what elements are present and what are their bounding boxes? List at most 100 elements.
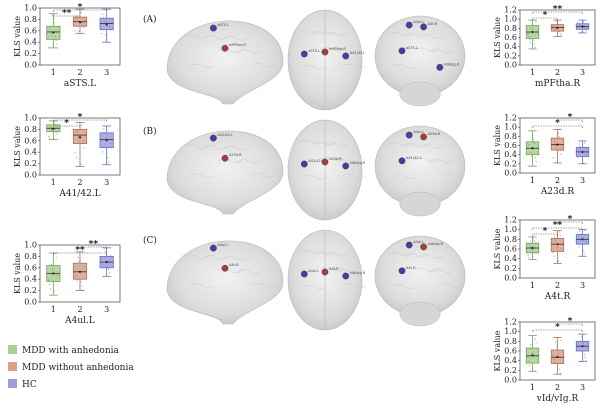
plot-title: mPFtha.R bbox=[535, 79, 580, 89]
roi-marker bbox=[398, 157, 406, 165]
brain-sagittal-view: A4ul.L A4t.R bbox=[166, 240, 284, 325]
bracket-line bbox=[532, 329, 583, 332]
roi-marker bbox=[210, 24, 217, 32]
roi-node: A4ul.L bbox=[405, 130, 424, 139]
brain-gyrus bbox=[388, 251, 413, 257]
roi-label: aSTS.L bbox=[308, 49, 320, 53]
sample-point bbox=[106, 37, 108, 40]
roi-node: vId/vIg.R bbox=[342, 161, 366, 170]
roi-marker bbox=[342, 272, 350, 280]
box-2 bbox=[550, 337, 565, 375]
bracket-line bbox=[53, 252, 107, 255]
bracket-line bbox=[557, 119, 583, 122]
roi-node: aSTS.L bbox=[300, 49, 320, 58]
sample-point bbox=[585, 240, 587, 242]
sample-point bbox=[529, 243, 531, 245]
sample-point bbox=[47, 47, 50, 49]
sample-point bbox=[577, 243, 579, 245]
box-3 bbox=[575, 140, 590, 165]
roi-node: A4t.R bbox=[321, 267, 339, 276]
y-tick-label: 1.2 bbox=[504, 216, 517, 225]
x-tick-label: 3 bbox=[580, 176, 585, 185]
sample-point bbox=[552, 252, 554, 254]
mean-marker bbox=[581, 345, 584, 348]
brain-gyrus bbox=[311, 250, 336, 256]
brain-gyrus bbox=[388, 141, 413, 147]
brain-gyrus bbox=[251, 172, 276, 178]
box-1 bbox=[46, 13, 61, 49]
sample-point bbox=[579, 145, 581, 148]
sample-point bbox=[109, 254, 112, 257]
sample-point bbox=[535, 160, 537, 163]
box-2 bbox=[550, 230, 565, 264]
roi-marker bbox=[420, 23, 427, 31]
roi-marker bbox=[398, 267, 406, 275]
sample-point bbox=[529, 364, 531, 367]
box-3 bbox=[575, 19, 590, 34]
sample-point bbox=[56, 43, 58, 45]
roi-label: mPFtha.R bbox=[329, 47, 346, 51]
brain-gyrus bbox=[217, 268, 243, 274]
x-tick-label: 1 bbox=[530, 383, 535, 392]
sample-point bbox=[585, 359, 587, 361]
mean-marker bbox=[78, 21, 82, 24]
sample-point bbox=[108, 25, 111, 27]
sample-point bbox=[555, 341, 557, 343]
sample-point bbox=[556, 247, 559, 249]
brain-gyrus bbox=[203, 35, 229, 40]
sample-point bbox=[557, 132, 559, 134]
y-axis-label: KLS value bbox=[493, 228, 502, 269]
box-2 bbox=[550, 129, 565, 164]
roi-label: A4ul.L bbox=[413, 240, 424, 244]
x-tick-label: 3 bbox=[580, 281, 585, 290]
sample-point bbox=[104, 247, 106, 249]
significance-bracket: * bbox=[53, 113, 107, 123]
sample-point bbox=[531, 25, 533, 27]
bracket-line bbox=[532, 227, 583, 230]
legend: MDD with anhedonia MDD without anhedonia… bbox=[8, 345, 134, 390]
sample-point bbox=[552, 24, 554, 27]
sample-point bbox=[51, 14, 53, 16]
sample-point bbox=[553, 255, 555, 257]
brain-gyrus bbox=[392, 174, 418, 179]
sample-point bbox=[578, 143, 580, 145]
y-tick-label: 0.2 bbox=[504, 366, 517, 375]
sample-point bbox=[527, 254, 529, 256]
sample-point bbox=[558, 31, 560, 33]
sample-point bbox=[101, 33, 103, 35]
y-tick-label: 1.2 bbox=[504, 114, 517, 123]
sample-point bbox=[82, 142, 84, 144]
bracket-line bbox=[532, 233, 558, 236]
y-tick-label: 0.4 bbox=[504, 356, 517, 365]
sample-point bbox=[559, 32, 561, 35]
brain-gyrus bbox=[403, 252, 428, 258]
brain-coronal-view: A4ul.L A4t.R aSTS.L vId/vIg.R bbox=[374, 15, 466, 107]
sample-point bbox=[581, 336, 583, 338]
significance-bracket: ** bbox=[53, 246, 107, 256]
y-tick-label: 1.2 bbox=[504, 6, 517, 15]
brain-surface bbox=[166, 20, 284, 105]
sample-point bbox=[55, 257, 57, 259]
brain-gyrus bbox=[311, 30, 336, 36]
sample-point bbox=[528, 35, 530, 38]
plot-frame bbox=[39, 244, 121, 303]
roi-node: vId/vIg.R bbox=[342, 271, 366, 280]
sample-point bbox=[559, 149, 561, 152]
brain-coronal-view: A4ul.L vId/vIg.R A4t.R bbox=[374, 235, 466, 327]
significance-label: * bbox=[78, 113, 83, 123]
sample-point bbox=[577, 22, 579, 24]
mean-marker bbox=[52, 127, 55, 130]
y-tick-label: 0.6 bbox=[24, 263, 37, 272]
roi-node: A23d.R bbox=[420, 132, 441, 141]
boxplot-2: 0.0 0.2 0.4 0.6 0.8 1.0 1 2 3 KLS value A4ul.L ** ** bbox=[13, 240, 121, 326]
brain-gyrus bbox=[223, 35, 248, 41]
significance-bracket: * bbox=[557, 113, 583, 123]
sample-point bbox=[76, 131, 78, 133]
brain-gyrus bbox=[320, 156, 345, 162]
significance-bracket: ** bbox=[532, 5, 583, 15]
sample-point bbox=[83, 266, 85, 268]
y-tick-label: 0.4 bbox=[24, 148, 37, 157]
plot-title: A41/42.L bbox=[58, 189, 100, 199]
sample-point bbox=[556, 22, 559, 24]
